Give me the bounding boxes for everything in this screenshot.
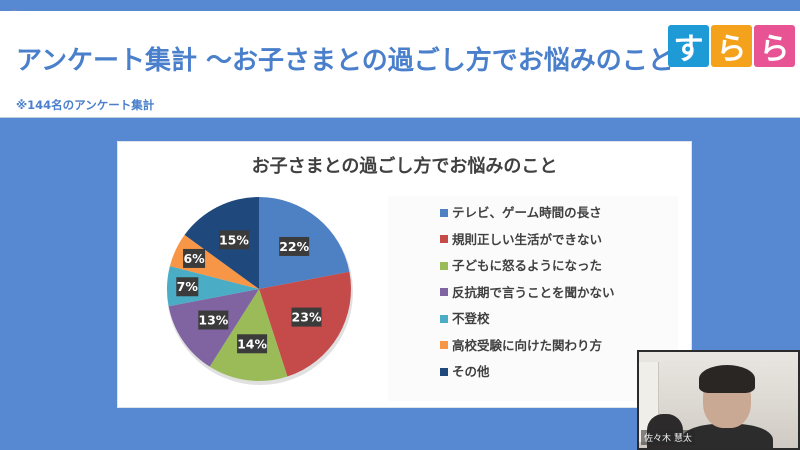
legend-swatch-icon xyxy=(440,261,448,270)
chart-card: お子さまとの過ごし方でお悩みのこと 22% 23% 14% 13% 7% 6% 15% テレ… xyxy=(117,141,692,408)
pie-data-label: 23% xyxy=(291,307,322,327)
slide-subtitle: ※144名のアンケート集計 xyxy=(16,98,155,112)
pie-data-label: 13% xyxy=(198,310,229,330)
window-top-bar xyxy=(0,0,800,11)
pie-data-label: 15% xyxy=(218,230,249,250)
legend-item: 反抗期で言うことを聞かない xyxy=(440,282,615,301)
legend-swatch-icon xyxy=(440,235,448,243)
legend-swatch-icon xyxy=(440,314,448,323)
legend-label: その他 xyxy=(452,364,490,379)
legend-swatch-icon xyxy=(440,288,448,296)
legend-label: 反抗期で言うことを聞かない xyxy=(452,284,615,300)
legend-item: その他 xyxy=(440,361,490,380)
slide-title: アンケート集計 ～お子さまとの過ごし方でお悩みのこと～ xyxy=(16,46,700,76)
participant-name-label: 佐々木 慧太 xyxy=(641,430,695,445)
legend-swatch-icon xyxy=(440,367,448,376)
legend-label: テレビ、ゲーム時間の長さ xyxy=(452,205,602,220)
svg-text:15%: 15% xyxy=(219,232,249,247)
pie-data-label: 22% xyxy=(279,236,310,256)
legend-label: 規則正しい生活ができない xyxy=(452,231,603,247)
webcam-person-hair xyxy=(699,365,755,393)
chart-legend: テレビ、ゲーム時間の長さ 規則正しい生活ができない 子どもに怒るようになった 反抗期で… xyxy=(388,196,678,401)
pie-data-label: 6% xyxy=(183,248,205,268)
pie-data-label: 14% xyxy=(237,334,268,354)
logo-tile: ら xyxy=(754,25,795,67)
chart-title: お子さまとの過ごし方でお悩みのこと xyxy=(251,156,558,177)
webcam-video-tile[interactable]: 佐々木 慧太 xyxy=(637,350,800,450)
legend-item: 高校受験に向けた関わり方 xyxy=(440,335,602,354)
legend-item: テレビ、ゲーム時間の長さ xyxy=(440,202,602,221)
logo-tile: す xyxy=(668,25,709,67)
legend-label: 不登校 xyxy=(452,311,490,326)
svg-text:22%: 22% xyxy=(279,239,309,254)
legend-item: 規則正しい生活ができない xyxy=(440,229,602,248)
svg-text:7%: 7% xyxy=(177,279,199,294)
svg-text:23%: 23% xyxy=(292,310,322,325)
webcam-person-body xyxy=(681,424,773,448)
logo-tile: ら xyxy=(711,25,752,67)
pie-chart: 22% 23% 14% 13% 7% 6% 15% xyxy=(167,197,353,385)
legend-item: 子どもに怒るようになった xyxy=(440,255,602,274)
slide-header: アンケート集計 ～お子さまとの過ごし方でお悩みのこと～ ※144名のアンケート集… xyxy=(0,11,800,118)
surara-logo: す ら ら xyxy=(668,25,795,67)
legend-label: 高校受験に向けた関わり方 xyxy=(452,337,603,353)
svg-text:14%: 14% xyxy=(237,336,267,351)
svg-text:13%: 13% xyxy=(198,313,228,328)
legend-item: 不登校 xyxy=(440,308,490,327)
pie-slice xyxy=(169,234,259,289)
svg-text:6%: 6% xyxy=(183,251,205,266)
legend-label: 子どもに怒るようになった xyxy=(452,258,603,273)
legend-swatch-icon xyxy=(440,208,448,217)
pie-data-label: 7% xyxy=(176,277,199,297)
legend-swatch-icon xyxy=(440,341,448,349)
